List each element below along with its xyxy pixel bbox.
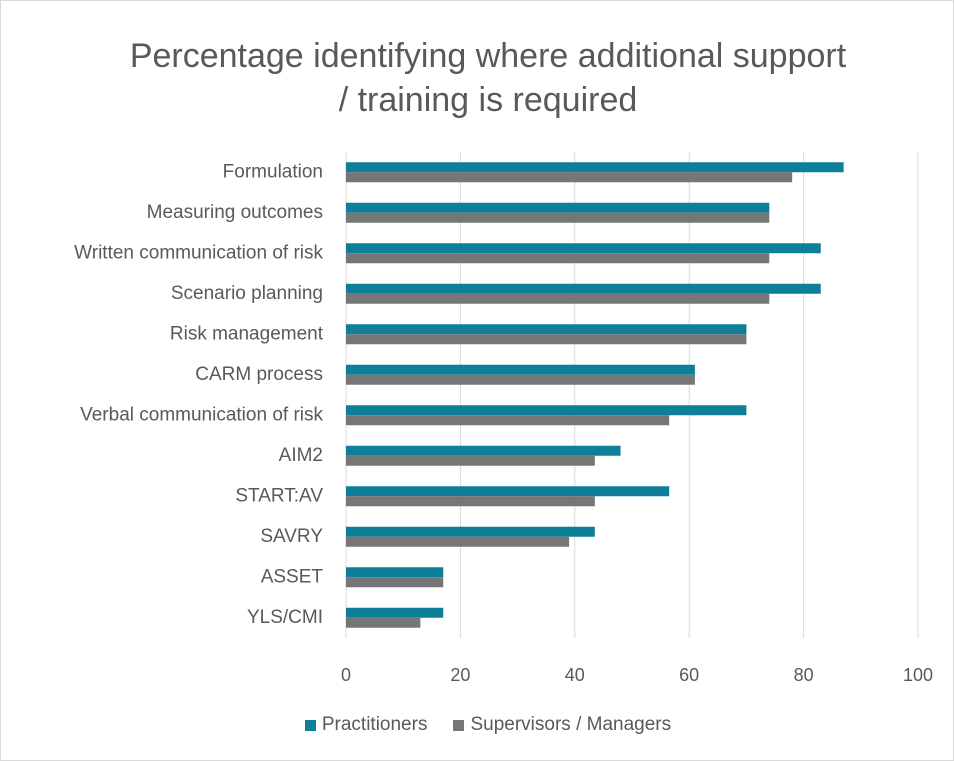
y-tick-label: Written communication of risk [74,242,323,263]
y-tick-label: AIM2 [279,445,323,466]
legend: Practitioners Supervisors / Managers [0,714,954,736]
bar [346,405,747,416]
bar [346,567,444,578]
y-tick-label: SAVRY [260,526,323,547]
x-tick-label: 100 [903,665,933,685]
bar [346,243,821,254]
bar [346,455,595,466]
legend-item: Supervisors / Managers [453,714,671,736]
bar [346,536,570,547]
x-tick-label: 20 [450,665,470,685]
bar [346,607,444,618]
bar [346,374,695,385]
bar [346,212,770,223]
legend-item: Practitioners [304,714,428,736]
bar [346,334,747,345]
bar [346,617,421,628]
bar [346,162,844,173]
bar [346,415,670,426]
legend-swatch [304,719,316,731]
x-tick-label: 60 [679,665,699,685]
bar [346,577,444,588]
bar [346,172,793,183]
x-tick-label: 40 [565,665,585,685]
y-tick-label: Measuring outcomes [147,202,323,223]
bar [346,496,595,507]
y-tick-label: ASSET [261,566,324,587]
bar [346,526,595,537]
x-tick-label: 80 [794,665,814,685]
y-tick-label: Scenario planning [171,283,323,304]
bar [346,293,770,304]
y-tick-label: Verbal communication of risk [80,404,323,425]
bar [346,283,821,294]
bar [346,202,770,213]
bar [346,486,670,497]
chart-title: Percentage identifying where additional … [129,37,847,119]
y-tick-label: Formulation [223,161,323,182]
x-tick-label: 0 [341,665,351,685]
y-tick-label: CARM process [195,364,323,385]
bar [346,253,770,264]
legend-label: Practitioners [321,714,428,735]
bar [346,324,747,335]
legend-swatch [453,719,465,731]
bar [346,445,621,456]
y-tick-label: START:AV [235,485,323,506]
y-tick-label: Risk management [170,323,324,344]
y-tick-label: YLS/CMI [247,607,323,628]
legend-label: Supervisors / Managers [470,714,672,735]
bar [346,364,695,375]
